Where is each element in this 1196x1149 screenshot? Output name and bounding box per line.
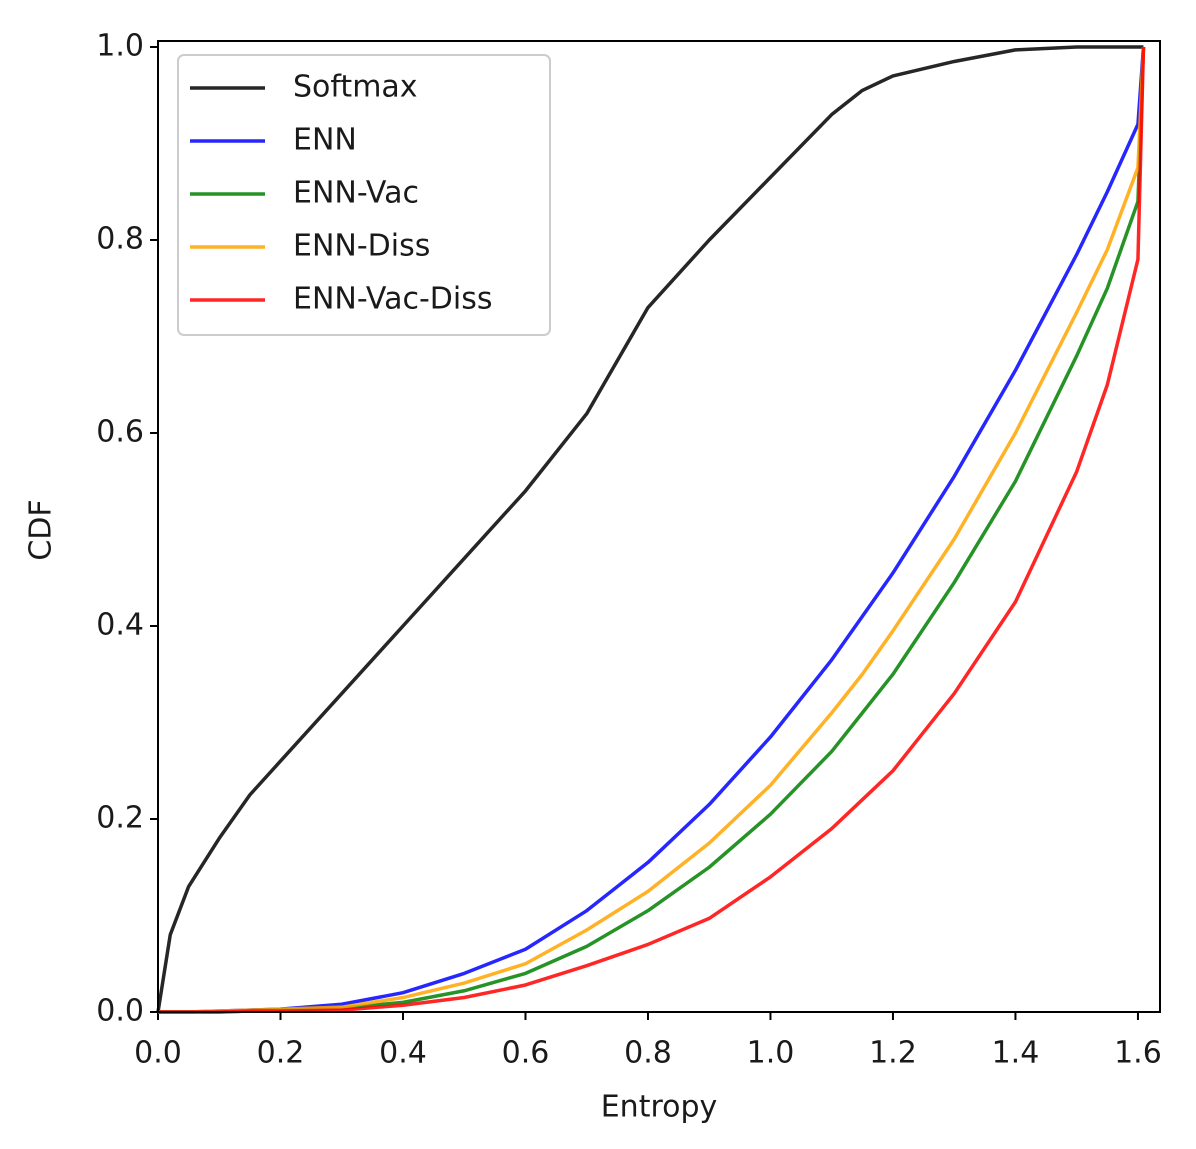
x-tick-label: 1.2 xyxy=(869,1036,917,1071)
x-tick-label: 1.6 xyxy=(1114,1036,1162,1071)
plot-frame xyxy=(157,40,1161,1013)
legend-label: ENN-Diss xyxy=(293,229,430,264)
x-tick-label: 1.0 xyxy=(747,1036,795,1071)
x-tick-label: 0.2 xyxy=(257,1036,305,1071)
y-tick-label: 0.0 xyxy=(96,994,144,1029)
y-axis-label: CDF xyxy=(24,499,59,560)
y-tick-label: 1.0 xyxy=(96,29,144,64)
legend-box xyxy=(177,54,551,336)
x-tick-label: 1.4 xyxy=(992,1036,1040,1071)
legend-label: ENN-Vac-Diss xyxy=(293,282,493,317)
x-tick-label: 0.0 xyxy=(134,1036,182,1071)
x-tick-label: 0.8 xyxy=(624,1036,672,1071)
y-tick-label: 0.8 xyxy=(96,222,144,257)
y-tick-label: 0.4 xyxy=(96,608,144,643)
x-axis-label: Entropy xyxy=(601,1090,718,1125)
series-line xyxy=(156,45,1144,1013)
x-tick-label: 0.6 xyxy=(502,1036,550,1071)
x-tick-label: 0.4 xyxy=(379,1036,427,1071)
legend-label: Softmax xyxy=(293,70,418,105)
y-tick-label: 0.6 xyxy=(96,415,144,450)
y-tick-label: 0.2 xyxy=(96,801,144,836)
legend-label: ENN xyxy=(293,123,357,158)
legend-label: ENN-Vac xyxy=(293,176,419,211)
